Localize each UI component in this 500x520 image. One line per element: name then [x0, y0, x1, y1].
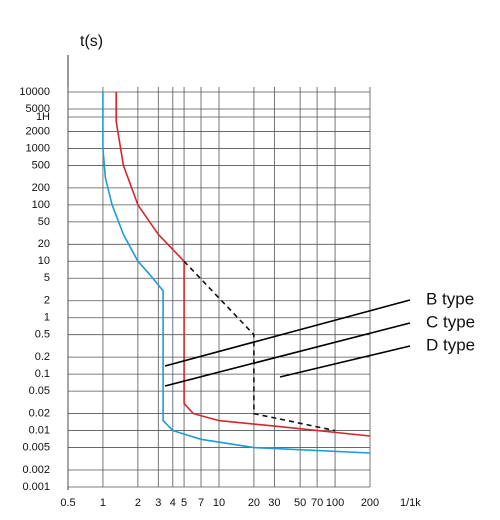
y-tick-label: 0.5 [35, 329, 50, 341]
y-axis-title: t(s) [80, 33, 103, 50]
y-tick-label: 50 [38, 216, 50, 228]
x-tick-label: 70 [311, 497, 323, 509]
series-label: D type [426, 335, 475, 354]
curve [183, 260, 336, 432]
x-tick-label: 10 [213, 497, 225, 509]
y-tick-label: 500 [32, 159, 50, 171]
curve [115, 92, 371, 437]
x-tick-label: 2 [135, 497, 141, 509]
x-tick-label: 200 [361, 497, 379, 509]
curve [102, 92, 371, 454]
y-tick-label: 2 [44, 295, 50, 307]
x-tick-label: 20 [248, 497, 260, 509]
x-tick-label: 100 [326, 497, 344, 509]
y-tick-label: 10 [38, 255, 50, 267]
y-tick-label: 0.005 [22, 441, 50, 453]
leader-line [279, 345, 411, 378]
x-tick-label: 1 [100, 497, 106, 509]
leader-line [164, 299, 411, 367]
series-label: C type [426, 312, 475, 331]
y-tick-label: 0.02 [29, 407, 50, 419]
y-tick-label: 2000 [26, 125, 50, 137]
x-tick-label: 50 [294, 497, 306, 509]
y-tick-label: 0.001 [22, 481, 50, 493]
y-tick-label: 5 [44, 272, 50, 284]
y-tick-label: 1000 [26, 142, 50, 154]
y-tick-label: 1H [36, 111, 50, 123]
y-tick-label: 0.05 [29, 385, 50, 397]
y-tick-label: 5000 [26, 103, 50, 115]
x-axis-title: 1/1k [400, 497, 421, 509]
leader-line [164, 322, 411, 387]
series-label: B type [426, 289, 474, 308]
y-tick-label: 0.002 [22, 464, 50, 476]
x-tick-label: 3 [155, 497, 161, 509]
x-tick-label: 30 [268, 497, 280, 509]
y-tick-label: 20 [38, 238, 50, 250]
y-tick-label: 0.01 [29, 424, 50, 436]
y-tick-label: 0.2 [35, 351, 50, 363]
y-tick-label: 200 [32, 182, 50, 194]
x-tick-label: 4 [170, 497, 176, 509]
y-tick-label: 1 [44, 312, 50, 324]
x-tick-label: 5 [181, 497, 187, 509]
y-tick-label: 0.1 [35, 368, 50, 380]
y-tick-label: 10000 [19, 86, 50, 98]
x-tick-label: 7 [198, 497, 204, 509]
y-tick-label: 100 [32, 199, 50, 211]
x-tick-label: 0.5 [60, 497, 75, 509]
